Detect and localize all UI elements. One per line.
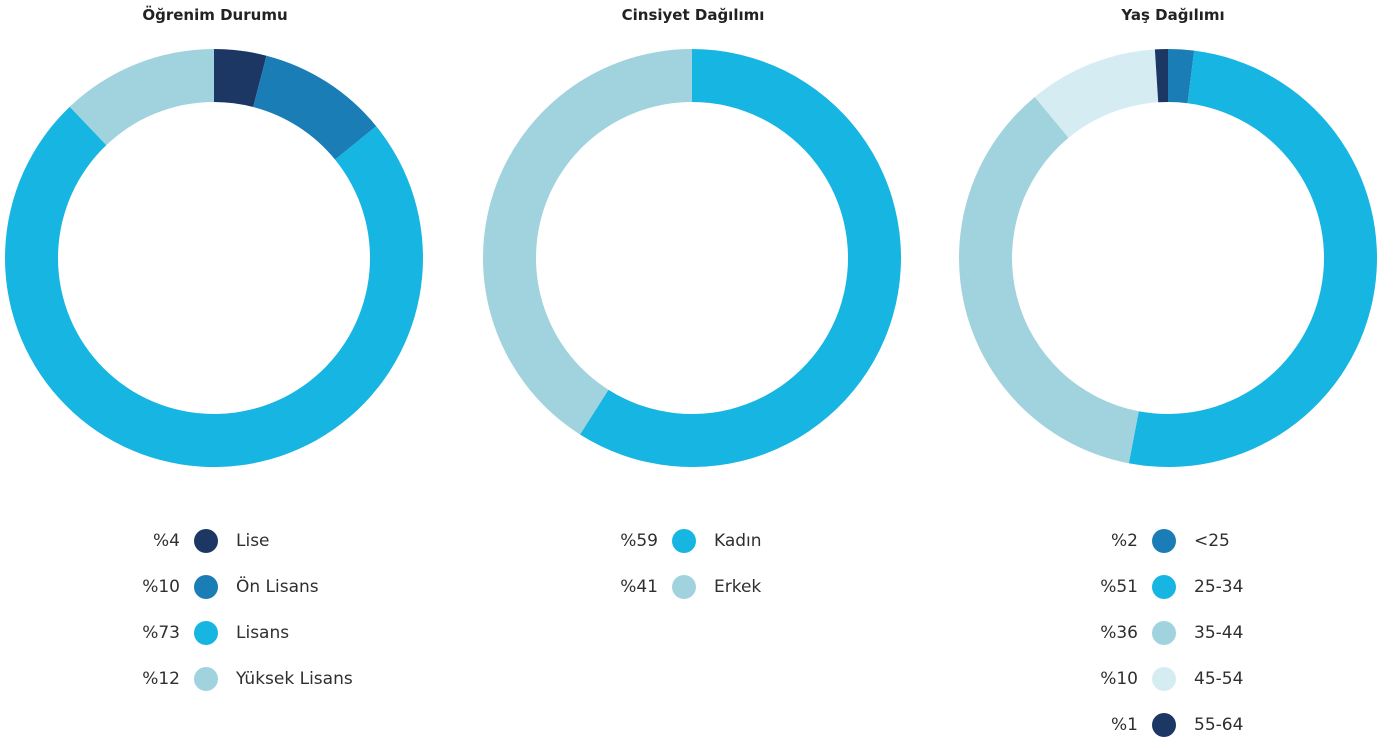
legend-swatch (194, 575, 218, 599)
legend-label: 45-54 (1194, 669, 1244, 689)
legend-swatch (194, 529, 218, 553)
legend-item: %51 25-34 (1098, 564, 1243, 610)
legend-label: Kadın (714, 531, 762, 551)
legend-label: Ön Lisans (236, 577, 319, 597)
legend-label: 25-34 (1194, 577, 1244, 597)
legend-label: Erkek (714, 577, 762, 597)
donut-slice-3 (4, 106, 423, 467)
legend-swatch (194, 667, 218, 691)
donut-slice-1 (214, 49, 267, 107)
donut-slice-2 (483, 49, 692, 435)
donut-slice-1 (1168, 49, 1195, 104)
legend-swatch (1152, 529, 1176, 553)
legend-percent: %10 (1100, 669, 1138, 689)
legend-label: <25 (1194, 531, 1230, 551)
education-legend: %4 Lise %10 Ön Lisans %73 Lisans %12 Yüksek Lis… (140, 518, 353, 702)
legend-percent: %1 (1111, 715, 1138, 735)
legend-item: %10 Ön Lisans (140, 564, 353, 610)
legend-percent: %41 (620, 577, 658, 597)
legend-item: %2 <25 (1098, 518, 1243, 564)
age-panel: Yaş Dağılımı %2 <25 %51 25-34 %36 35-44 %10 45-… (958, 0, 1388, 737)
legend-percent: %36 (1100, 623, 1138, 643)
legend-swatch (672, 529, 696, 553)
donut-slice-2 (253, 55, 377, 160)
chart-title: Öğrenim Durumu (142, 6, 288, 24)
legend-swatch (1152, 621, 1176, 645)
legend-item: %12 Yüksek Lisans (140, 656, 353, 702)
age-donut (959, 49, 1378, 468)
gender-panel: Cinsiyet Dağılımı %59 Kadın %41 Erkek (478, 0, 908, 732)
legend-swatch (672, 575, 696, 599)
gender-donut (483, 49, 901, 468)
legend-percent: %10 (142, 577, 180, 597)
donut-slice-5 (1154, 49, 1168, 103)
legend-label: 35-44 (1194, 623, 1244, 643)
donut-slice-4 (1034, 49, 1159, 138)
education-donut (4, 49, 423, 467)
legend-label: Yüksek Lisans (236, 669, 353, 689)
donut-slice-4 (69, 49, 214, 146)
legend-item: %59 Kadın (618, 518, 762, 564)
gender-legend: %59 Kadın %41 Erkek (618, 518, 762, 610)
legend-percent: %51 (1100, 577, 1138, 597)
legend-item: %41 Erkek (618, 564, 762, 610)
chart-title: Cinsiyet Dağılımı (621, 6, 765, 24)
legend-swatch (1152, 667, 1176, 691)
donut-slice-2 (1128, 50, 1378, 468)
legend-item: %4 Lise (140, 518, 353, 564)
legend-percent: %73 (142, 623, 180, 643)
chart-title: Yaş Dağılımı (1121, 6, 1225, 24)
legend-item: %10 45-54 (1098, 656, 1243, 702)
legend-percent: %4 (153, 531, 180, 551)
legend-percent: %12 (142, 669, 180, 689)
legend-item: %73 Lisans (140, 610, 353, 656)
education-panel: Öğrenim Durumu %4 Lise %10 Ön Lisans %73 Lisa… (0, 0, 430, 732)
donut-slice-3 (959, 96, 1139, 464)
legend-item: %1 55-64 (1098, 702, 1243, 748)
legend-label: 55-64 (1194, 715, 1244, 735)
legend-swatch (194, 621, 218, 645)
legend-percent: %59 (620, 531, 658, 551)
legend-swatch (1152, 575, 1176, 599)
legend-label: Lisans (236, 623, 290, 643)
legend-label: Lise (236, 531, 270, 551)
legend-item: %36 35-44 (1098, 610, 1243, 656)
legend-swatch (1152, 713, 1176, 737)
donut-slice-1 (580, 49, 901, 468)
legend-percent: %2 (1111, 531, 1138, 551)
age-legend: %2 <25 %51 25-34 %36 35-44 %10 45-54 %1 55-64 (1098, 518, 1243, 748)
